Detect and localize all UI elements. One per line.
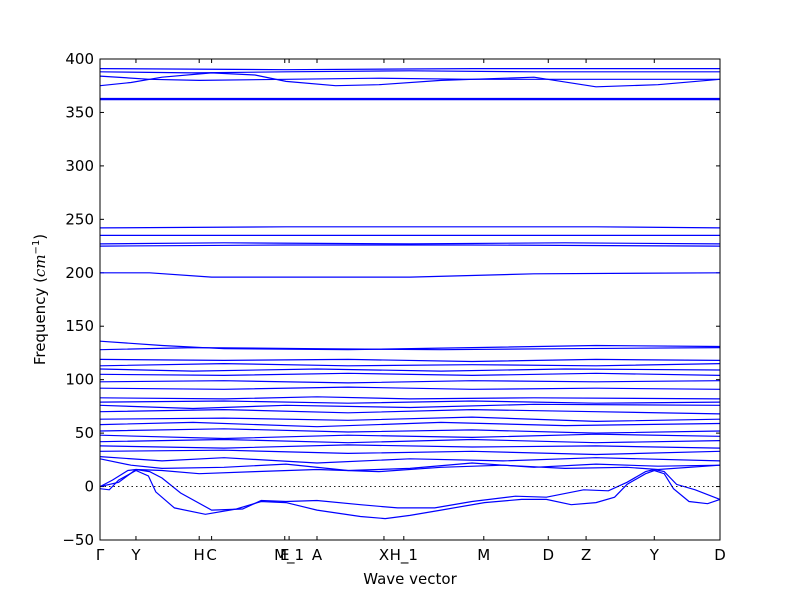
band-series-line (99, 421, 721, 428)
band-series-line (99, 403, 721, 410)
y-tick-label: 200 (65, 264, 94, 282)
band-series-line (99, 468, 721, 511)
band-series-line (99, 242, 721, 245)
band-series-line (99, 362, 721, 367)
band-series-line (99, 438, 721, 444)
band-series-line (99, 428, 721, 434)
x-tick-label: A (312, 546, 323, 564)
band-series-line (99, 449, 721, 456)
band-series-line (99, 380, 721, 384)
band-series-line (99, 70, 720, 74)
x-tick-label: C (206, 546, 216, 564)
x-tick-label: D (542, 546, 554, 564)
band-series-line (99, 72, 721, 88)
band-series-line (99, 67, 720, 71)
x-tick-label: Γ (96, 546, 105, 564)
x-tick-label: X (379, 546, 389, 564)
y-tick-label: 0 (84, 478, 94, 496)
x-tick-label: D (714, 546, 726, 564)
x-axis-ticks: Γ Y H C EM_1 A X H_1 M D Z Y D (96, 59, 726, 565)
y-axis-title: Frequency (cm−1) (31, 234, 49, 365)
band-series-line (99, 226, 721, 229)
band-series-line (99, 400, 721, 404)
band-series-line (99, 444, 721, 449)
band-series-line (99, 346, 721, 351)
x-tick-label: M_1 (274, 546, 304, 565)
y-tick-label: −50 (62, 531, 94, 549)
y-axis-title-exponent: −1 (31, 240, 42, 255)
band-series-line (99, 433, 721, 440)
y-axis-title-unit: cm (31, 254, 49, 277)
x-tick-label: H (194, 546, 205, 564)
x-tick-label: Y (130, 546, 141, 564)
band-series-line (99, 416, 721, 423)
band-series-line (99, 340, 721, 351)
band-series-line (100, 272, 721, 278)
band-series-line (99, 458, 721, 472)
band-series-line (99, 456, 721, 464)
plot-frame (99, 58, 721, 541)
band-series-line (99, 372, 721, 377)
y-tick-label: 50 (75, 424, 94, 442)
y-tick-label: 300 (65, 157, 94, 175)
band-series-line (99, 386, 721, 390)
band-series-line (99, 408, 721, 415)
band-series-line (99, 469, 721, 520)
y-tick-label: 250 (65, 210, 94, 228)
x-tick-label: E (280, 546, 289, 564)
x-tick-label: Y (649, 546, 660, 564)
y-tick-label: 150 (65, 317, 94, 335)
band-series-line (99, 396, 721, 400)
y-axis-ticks: −50 0 50 100 150 200 250 300 350 400 (62, 50, 720, 549)
x-tick-label: Z (581, 546, 591, 564)
band-series-line (99, 368, 721, 372)
x-tick-label: H_1 (390, 546, 418, 565)
band-series-line (99, 358, 721, 363)
band-series-line (99, 75, 720, 82)
y-tick-label: 350 (65, 103, 94, 121)
band-series-line (99, 244, 721, 247)
x-axis-title: Wave vector (363, 570, 457, 588)
y-tick-label: 100 (65, 371, 94, 389)
y-tick-label: 400 (65, 50, 94, 68)
y-axis-title-suffix: ) (31, 234, 49, 240)
band-lines (99, 67, 721, 520)
y-axis-title-prefix: Frequency ( (31, 277, 49, 365)
x-tick-label: M (477, 546, 490, 564)
